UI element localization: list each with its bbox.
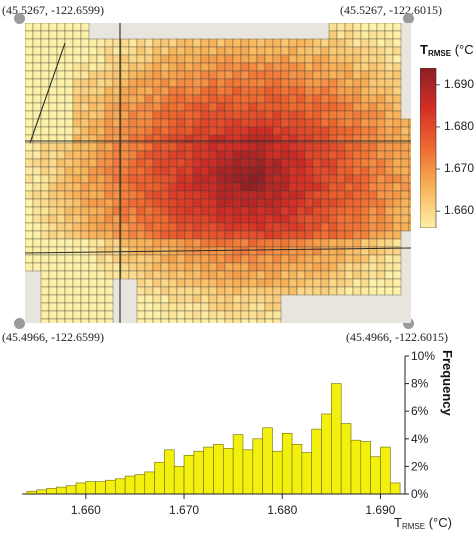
colorbar-tick-label: 1.670 bbox=[444, 161, 474, 176]
histogram-bar bbox=[350, 439, 362, 495]
x-tick-label: 1.670 bbox=[169, 503, 199, 517]
histogram-bar bbox=[154, 461, 165, 495]
x-tick-label: 1.690 bbox=[365, 503, 395, 517]
corner-coord-top-left: (45.5267, -122.6599) bbox=[2, 3, 104, 17]
histogram-bar bbox=[380, 446, 391, 495]
histogram-bar bbox=[321, 413, 332, 495]
histogram-bar bbox=[46, 488, 57, 495]
histogram-bar bbox=[223, 448, 234, 495]
y-tick-label: 4% bbox=[411, 432, 429, 446]
histogram-bar bbox=[65, 485, 77, 495]
histogram: 1.660 1.670 1.680 1.690 0% 2% 4% 6% 8% 10% bbox=[22, 349, 435, 517]
corner-coord-bottom-left: (45.4966, -122.6599) bbox=[2, 330, 104, 344]
y-tick-label: 10% bbox=[411, 349, 435, 363]
histogram-bar bbox=[183, 455, 195, 495]
histogram-bar bbox=[144, 471, 155, 495]
histogram-bar bbox=[75, 482, 87, 495]
histogram-bar bbox=[95, 481, 106, 495]
corner-coord-top-right: (45.5267, -122.6015) bbox=[340, 3, 442, 17]
histogram-bar bbox=[311, 428, 322, 495]
street-line bbox=[29, 42, 66, 144]
corner-marker-bottom-right bbox=[403, 318, 414, 329]
histogram-bar bbox=[389, 482, 401, 495]
corner-marker-top-left bbox=[14, 13, 25, 24]
y-tick-label: 8% bbox=[411, 377, 429, 391]
colorbar-tick-label: 1.660 bbox=[444, 203, 474, 218]
histogram-bar bbox=[134, 474, 146, 495]
colorbar-title: TRMSE (°C) bbox=[420, 42, 474, 58]
x-tick-label: 1.660 bbox=[71, 503, 101, 517]
colorbar-tick-label: 1.690 bbox=[444, 76, 474, 91]
histogram-bars bbox=[26, 383, 401, 495]
histogram-bar bbox=[56, 486, 67, 495]
heatmap-grid bbox=[25, 23, 411, 323]
y-axis-title: Frequency bbox=[440, 350, 455, 416]
heatmap-cells bbox=[25, 23, 411, 323]
corner-marker-top-right bbox=[403, 13, 414, 24]
histogram-bar bbox=[340, 423, 352, 495]
x-tick-label: 1.680 bbox=[267, 503, 297, 517]
histogram-bar bbox=[114, 478, 126, 495]
histogram-bar bbox=[242, 449, 254, 495]
histogram-bar bbox=[164, 449, 175, 495]
histogram-bar bbox=[85, 481, 96, 495]
histogram-bar bbox=[105, 479, 116, 495]
histogram-bar bbox=[291, 444, 303, 495]
y-tick-label: 2% bbox=[411, 459, 429, 473]
heatmap-panel bbox=[25, 23, 411, 323]
histogram-bar bbox=[360, 441, 371, 495]
histogram-bar bbox=[370, 456, 381, 495]
corner-coord-bottom-right: (45.4966, -122.6015) bbox=[346, 330, 448, 344]
corner-marker-bottom-left bbox=[14, 318, 25, 329]
histogram-bar bbox=[193, 450, 204, 495]
x-axis-title: TRMSE (°C) bbox=[394, 515, 452, 531]
histogram-bar bbox=[331, 383, 342, 495]
street-line bbox=[25, 247, 411, 254]
histogram-bar bbox=[281, 432, 293, 495]
colorbar bbox=[420, 68, 440, 228]
histogram-bar bbox=[272, 450, 283, 495]
histogram-bar bbox=[203, 446, 214, 495]
y-tick-label: 6% bbox=[411, 404, 429, 418]
histogram-bar bbox=[124, 475, 136, 495]
histogram-bar bbox=[252, 438, 263, 495]
histogram-bar bbox=[232, 434, 244, 495]
histogram-bar bbox=[301, 452, 313, 495]
histogram-bar bbox=[213, 444, 224, 495]
histogram-bar bbox=[262, 427, 273, 495]
histogram-bar bbox=[36, 489, 47, 495]
histogram-bar bbox=[173, 466, 185, 495]
colorbar-tick-label: 1.680 bbox=[444, 118, 474, 133]
y-tick-label: 0% bbox=[411, 487, 429, 501]
